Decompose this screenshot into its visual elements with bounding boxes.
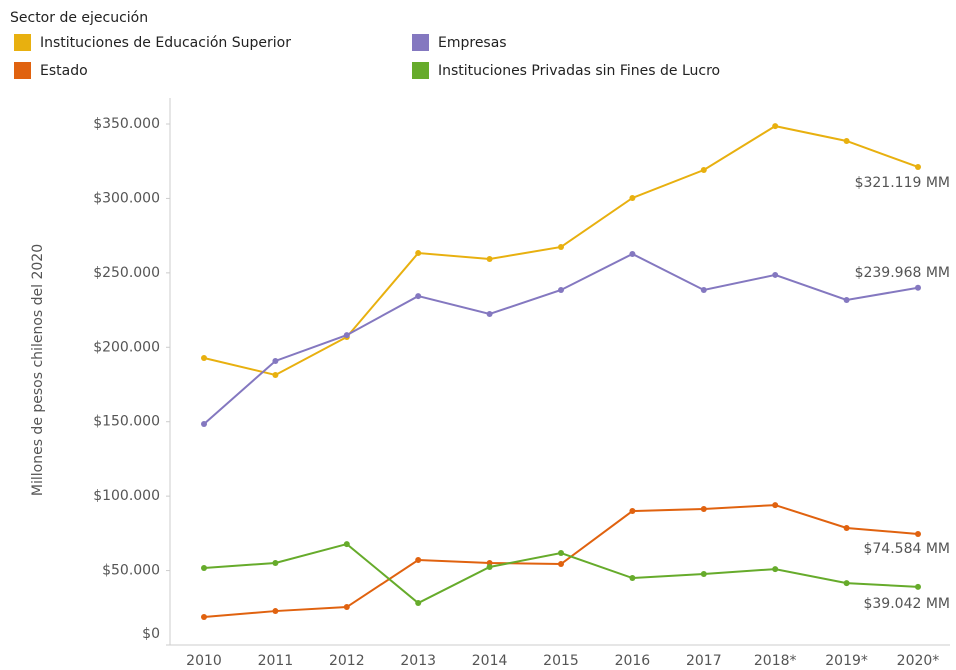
data-point [700,166,707,173]
data-point [843,137,850,144]
data-point [772,271,779,278]
data-point [415,293,422,300]
x-tick-label: 2011 [258,653,294,669]
data-point [201,420,207,427]
data-point [272,357,279,364]
y-tick-label: $150.000 [93,414,160,430]
data-point [629,194,636,201]
x-tick-label: 2016 [615,653,651,669]
data-point [272,608,279,615]
x-tick-label: 2014 [472,653,508,669]
y-tick-label: $300.000 [93,190,160,206]
data-point [915,284,921,291]
data-point [629,508,636,515]
data-point [700,570,707,577]
data-point [915,583,921,590]
data-point [343,332,350,339]
data-point [415,250,422,257]
value-label: $39.042 MM [863,596,950,612]
legend-label: Estado [40,63,88,79]
data-point [201,565,207,572]
legend-swatch [14,34,31,51]
x-tick-label: 2012 [329,653,365,669]
data-point [415,600,422,607]
value-label: $239.968 MM [855,265,950,281]
legend-title: Sector de ejecución [10,10,148,26]
x-tick-label: 2018* [754,653,797,669]
x-tick-label: 2015 [543,653,579,669]
legend-swatch [412,34,429,51]
data-point [486,310,493,317]
data-point [772,502,779,509]
data-point [343,604,350,611]
data-point [558,550,564,557]
data-point [629,575,636,582]
data-point [558,561,564,568]
y-tick-label: $200.000 [93,339,160,355]
data-point [272,371,279,378]
data-point [843,580,850,587]
data-point [843,296,850,303]
x-tick-label: 2017 [686,653,722,669]
data-point [201,355,207,362]
x-tick-label: 2010 [186,653,222,669]
data-point [558,243,564,250]
data-point [772,123,779,130]
data-point [629,250,636,257]
legend-label: Empresas [438,35,507,51]
value-label: $321.119 MM [855,175,950,191]
value-label: $74.584 MM [863,541,950,557]
x-tick-label: 2013 [400,653,436,669]
legend-label: Instituciones Privadas sin Fines de Lucr… [438,63,720,79]
series-line [203,252,919,425]
series-line [203,125,919,377]
y-tick-label: $100.000 [93,488,160,504]
y-tick-label: $0 [142,626,160,642]
data-point [343,541,350,548]
y-tick-label: $50.000 [102,563,160,579]
data-point [700,505,707,512]
data-point [558,286,564,293]
data-point [772,566,779,573]
data-point [486,563,493,570]
y-axis-label: Millones de pesos chilenos del 2020 [30,244,46,496]
x-tick-label: 2020* [897,653,940,669]
data-point [486,256,493,263]
data-point [415,557,422,564]
data-point [843,524,850,531]
data-point [915,530,921,537]
legend-swatch [412,62,429,79]
data-point [915,163,921,170]
legend-label: Instituciones de Educación Superior [40,35,291,51]
legend-swatch [14,62,31,79]
y-tick-label: $250.000 [93,265,160,281]
x-tick-label: 2019* [825,653,868,669]
data-point [700,286,707,293]
data-point [272,559,279,566]
data-point [201,614,207,621]
y-tick-label: $350.000 [93,116,160,132]
